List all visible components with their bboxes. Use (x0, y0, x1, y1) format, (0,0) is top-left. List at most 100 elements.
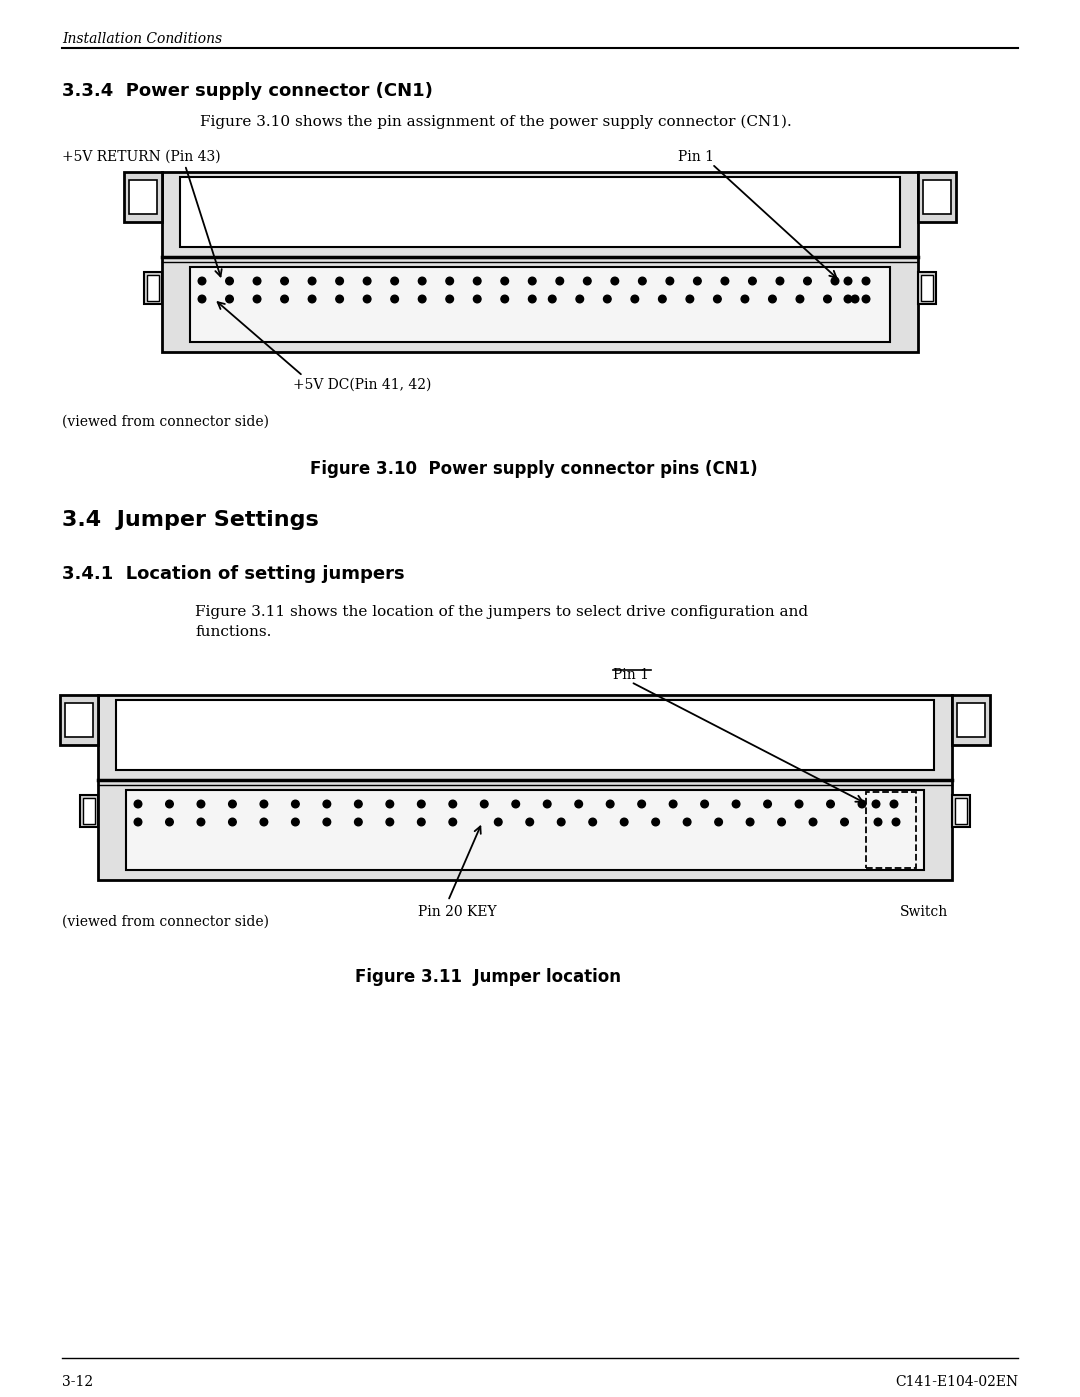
Circle shape (804, 277, 811, 285)
Circle shape (495, 819, 502, 826)
Circle shape (199, 277, 206, 285)
Circle shape (386, 800, 393, 807)
Text: functions.: functions. (195, 624, 271, 638)
Circle shape (391, 277, 399, 285)
Bar (126, 789, 924, 870)
Circle shape (777, 277, 784, 285)
Bar (147, 275, 159, 300)
Bar (144, 272, 162, 305)
Circle shape (308, 295, 315, 303)
Text: Pin 1: Pin 1 (678, 149, 714, 163)
Circle shape (714, 295, 721, 303)
Circle shape (198, 800, 205, 807)
Circle shape (666, 277, 674, 285)
Bar (951, 795, 970, 827)
Circle shape (701, 800, 708, 807)
Text: Installation Conditions: Installation Conditions (62, 32, 222, 46)
Circle shape (741, 295, 748, 303)
Bar (921, 275, 933, 300)
Text: Figure 3.11 shows the location of the jumpers to select drive configuration and: Figure 3.11 shows the location of the ju… (195, 605, 808, 619)
Circle shape (363, 295, 370, 303)
Circle shape (576, 295, 583, 303)
Circle shape (557, 819, 565, 826)
Circle shape (226, 295, 233, 303)
Circle shape (715, 819, 723, 826)
Text: Figure 3.11  Jumper location: Figure 3.11 Jumper location (355, 968, 621, 986)
Circle shape (292, 819, 299, 826)
Circle shape (611, 277, 619, 285)
Circle shape (845, 295, 852, 303)
Circle shape (693, 277, 701, 285)
Circle shape (281, 277, 288, 285)
Bar (80, 795, 98, 827)
Circle shape (874, 819, 881, 826)
Circle shape (859, 800, 866, 807)
Circle shape (226, 277, 233, 285)
Circle shape (323, 800, 330, 807)
Text: Pin 20 KEY: Pin 20 KEY (418, 905, 497, 919)
Bar (957, 703, 985, 738)
Text: 3-12: 3-12 (62, 1375, 93, 1389)
Bar (129, 180, 157, 214)
Circle shape (481, 800, 488, 807)
Circle shape (501, 277, 509, 285)
Circle shape (748, 277, 756, 285)
Bar (923, 180, 951, 214)
Circle shape (418, 819, 426, 826)
Circle shape (832, 277, 839, 285)
Circle shape (746, 819, 754, 826)
Text: (viewed from connector side): (viewed from connector side) (62, 415, 269, 429)
Circle shape (826, 800, 835, 807)
Circle shape (589, 819, 596, 826)
Circle shape (796, 295, 804, 303)
Circle shape (659, 295, 666, 303)
Circle shape (354, 819, 362, 826)
Circle shape (281, 295, 288, 303)
Circle shape (620, 819, 627, 826)
Circle shape (418, 295, 426, 303)
Circle shape (575, 800, 582, 807)
Circle shape (543, 800, 551, 807)
Bar (918, 272, 936, 305)
Bar (98, 694, 951, 880)
Circle shape (583, 277, 591, 285)
Circle shape (549, 295, 556, 303)
Circle shape (528, 277, 536, 285)
Circle shape (795, 800, 802, 807)
Circle shape (840, 819, 848, 826)
Bar (116, 700, 934, 770)
Circle shape (336, 295, 343, 303)
Circle shape (449, 819, 457, 826)
Text: 3.4.1  Location of setting jumpers: 3.4.1 Location of setting jumpers (62, 564, 405, 583)
Text: 3.3.4  Power supply connector (CN1): 3.3.4 Power supply connector (CN1) (62, 82, 433, 101)
Circle shape (292, 800, 299, 807)
Circle shape (391, 295, 399, 303)
Circle shape (721, 277, 729, 285)
Circle shape (198, 819, 205, 826)
Text: +5V RETURN (Pin 43): +5V RETURN (Pin 43) (62, 149, 220, 163)
Text: Figure 3.10  Power supply connector pins (CN1): Figure 3.10 Power supply connector pins … (310, 460, 758, 478)
Circle shape (778, 819, 785, 826)
Circle shape (165, 819, 173, 826)
Circle shape (686, 295, 693, 303)
Circle shape (512, 800, 519, 807)
Circle shape (732, 800, 740, 807)
Circle shape (253, 277, 261, 285)
Text: Figure 3.10 shows the pin assignment of the power supply connector (CN1).: Figure 3.10 shows the pin assignment of … (200, 115, 792, 130)
Circle shape (890, 800, 897, 807)
Text: (viewed from connector side): (viewed from connector side) (62, 915, 269, 929)
Circle shape (473, 295, 481, 303)
Circle shape (386, 819, 393, 826)
Text: +5V DC(Pin 41, 42): +5V DC(Pin 41, 42) (293, 379, 431, 393)
Circle shape (528, 295, 536, 303)
Circle shape (764, 800, 771, 807)
Circle shape (604, 295, 611, 303)
Circle shape (253, 295, 261, 303)
Circle shape (199, 295, 206, 303)
Circle shape (323, 819, 330, 826)
Circle shape (446, 295, 454, 303)
Circle shape (606, 800, 613, 807)
Circle shape (446, 277, 454, 285)
Circle shape (308, 277, 315, 285)
Circle shape (260, 800, 268, 807)
